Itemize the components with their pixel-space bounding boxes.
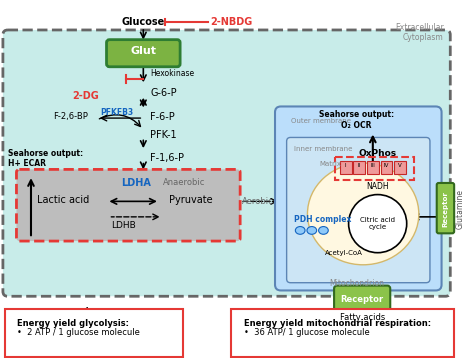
Text: Glut: Glut	[130, 46, 156, 56]
Text: PFKFB3: PFKFB3	[100, 108, 134, 118]
Bar	[381, 161, 392, 174]
Text: Seahorse output:
O₂ OCR: Seahorse output: O₂ OCR	[319, 110, 394, 130]
FancyBboxPatch shape	[334, 286, 390, 313]
Text: Fatty acids: Fatty acids	[339, 313, 385, 322]
Text: Cytoplasm: Cytoplasm	[403, 33, 444, 42]
FancyBboxPatch shape	[231, 309, 454, 357]
FancyBboxPatch shape	[437, 183, 454, 233]
Ellipse shape	[308, 163, 419, 265]
Ellipse shape	[307, 226, 317, 234]
Text: Lactic acid: Lactic acid	[37, 195, 89, 205]
Text: Outer membrane: Outer membrane	[291, 118, 350, 124]
Text: Glucose: Glucose	[122, 17, 165, 27]
Text: Acetyl-CoA: Acetyl-CoA	[325, 250, 363, 256]
Text: •  2 ATP / 1 glucose molecule: • 2 ATP / 1 glucose molecule	[18, 328, 140, 337]
Text: 2-DG: 2-DG	[72, 91, 99, 101]
Circle shape	[348, 195, 407, 253]
Text: •  36 ATP/ 1 glucose molecule: • 36 ATP/ 1 glucose molecule	[244, 328, 370, 337]
Text: Receptor: Receptor	[341, 295, 384, 304]
Text: Pyruvate: Pyruvate	[170, 195, 213, 205]
Text: NADH: NADH	[366, 182, 389, 191]
Text: V: V	[398, 163, 402, 168]
FancyBboxPatch shape	[3, 30, 450, 296]
Text: III: III	[370, 163, 375, 168]
FancyBboxPatch shape	[275, 106, 442, 290]
Text: Anaerobic: Anaerobic	[163, 178, 205, 187]
Text: Receptor: Receptor	[442, 191, 448, 227]
Text: Inner membrane: Inner membrane	[294, 146, 353, 152]
Ellipse shape	[319, 226, 328, 234]
Text: Seahorse output:
H+ ECAR: Seahorse output: H+ ECAR	[8, 149, 83, 169]
Bar	[367, 161, 379, 174]
Text: Extracellular: Extracellular	[395, 23, 444, 32]
Text: Glutamine: Glutamine	[455, 189, 464, 229]
Text: I: I	[345, 163, 346, 168]
Text: Hexokinase: Hexokinase	[150, 69, 194, 78]
Text: F-2,6-BP: F-2,6-BP	[53, 112, 88, 121]
Text: LDHA: LDHA	[120, 178, 151, 188]
Text: Energy yield glycolysis:: Energy yield glycolysis:	[18, 318, 129, 328]
Text: 2-NBDG: 2-NBDG	[210, 17, 252, 27]
Text: F-6-P: F-6-P	[150, 112, 175, 122]
Text: PDH complex: PDH complex	[294, 215, 352, 224]
Text: F-1,6-P: F-1,6-P	[150, 153, 184, 163]
Text: PFK-1: PFK-1	[150, 130, 177, 140]
Bar	[354, 161, 365, 174]
Text: Citric acid
cycle: Citric acid cycle	[360, 217, 395, 230]
Text: Matrix: Matrix	[319, 161, 342, 167]
Text: Aerobic: Aerobic	[242, 198, 274, 206]
Text: II: II	[358, 163, 361, 168]
Bar	[340, 161, 352, 174]
Text: G-6-P: G-6-P	[150, 88, 177, 98]
FancyBboxPatch shape	[107, 40, 180, 67]
Text: Mitochondrion: Mitochondrion	[329, 279, 384, 288]
Text: OxPhos: OxPhos	[359, 149, 397, 158]
Text: Energy yield mitochondrial respiration:: Energy yield mitochondrial respiration:	[244, 318, 431, 328]
Bar	[394, 161, 406, 174]
FancyBboxPatch shape	[287, 138, 430, 283]
FancyBboxPatch shape	[17, 169, 240, 241]
Text: IV: IV	[383, 163, 389, 168]
Text: LDHB: LDHB	[111, 221, 137, 230]
Ellipse shape	[295, 226, 305, 234]
FancyBboxPatch shape	[5, 309, 183, 357]
